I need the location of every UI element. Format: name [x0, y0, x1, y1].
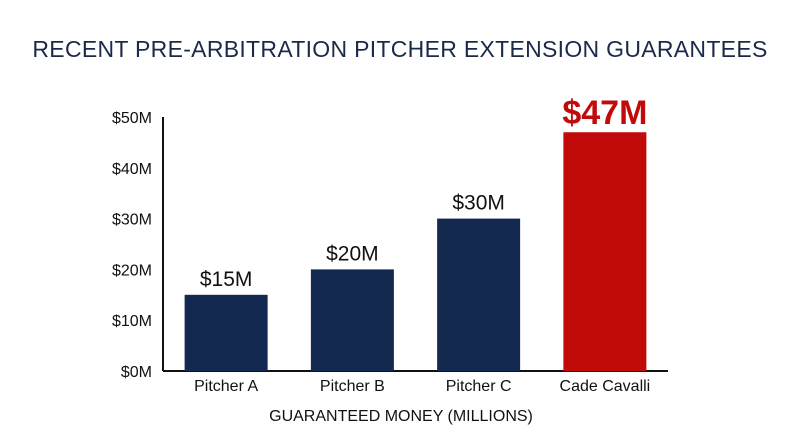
y-tick-label: $20M: [112, 262, 152, 279]
bar: [310, 269, 394, 371]
data-label: $15M: [200, 268, 253, 291]
highlight-bar: [563, 132, 647, 371]
y-tick-label: $10M: [112, 313, 152, 330]
x-tick-label: Pitcher B: [320, 378, 385, 395]
y-tick-label: $0M: [121, 364, 152, 381]
data-label: $20M: [326, 242, 379, 265]
x-tick-label: Pitcher A: [194, 378, 258, 395]
chart-title: RECENT PRE-ARBITRATION PITCHER EXTENSION…: [32, 36, 768, 62]
bar: [437, 218, 521, 371]
highlight-data-label: $47M: [562, 94, 647, 132]
x-tick-label: Cade Cavalli: [560, 378, 651, 395]
data-label: $30M: [452, 192, 505, 215]
x-tick-label: Pitcher C: [446, 378, 512, 395]
y-tick-label: $40M: [112, 161, 152, 178]
y-tick-label: $30M: [112, 212, 152, 229]
y-tick-label: $50M: [112, 110, 152, 127]
bar: [184, 294, 268, 371]
x-axis-label: GUARANTEED MONEY (MILLIONS): [269, 408, 533, 425]
